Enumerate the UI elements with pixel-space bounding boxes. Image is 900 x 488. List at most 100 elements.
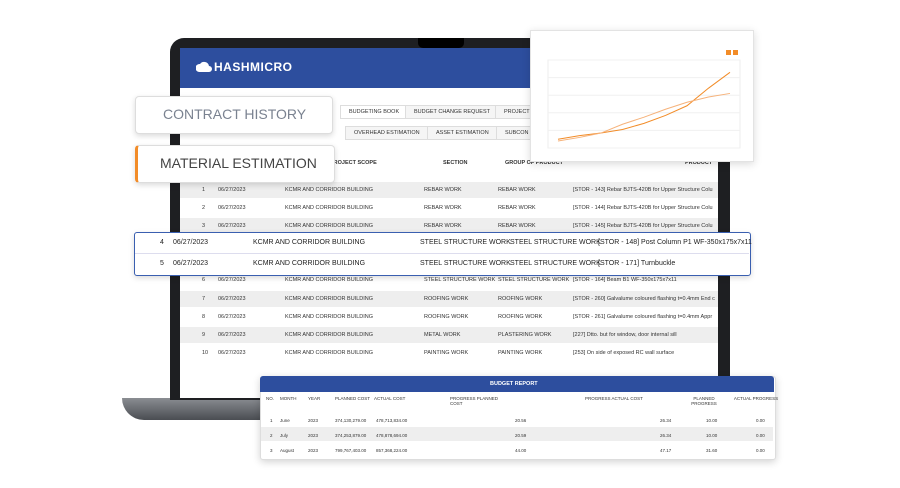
budget-cell: 478,878,694.00 [376,433,408,438]
table-cell: REBAR WORK [424,187,462,193]
table-cell: [STOR - 260] Galvalume coloured flashing… [573,296,715,302]
table-cell: 1 [202,187,206,193]
budget-column-header: PLANNED COST [335,396,371,401]
budget-cell: 20.59 [515,433,527,438]
highlighted-cell: 06/27/2023 [173,260,209,267]
tab: BUDGETING BOOK [340,105,409,119]
table-cell: [STOR - 164] Beam B1 WF-350x175x7x11 [573,277,677,283]
budget-column-header: NO. [266,396,275,401]
table-cell: KCMR AND CORRIDOR BUILDING [285,277,374,283]
highlighted-cell: [STOR - 171] Turnbuckle [598,260,676,267]
budget-cell: 20.56 [515,418,527,423]
tab: OVERHEAD ESTIMATION [345,126,429,140]
table-cell: KCMR AND CORRIDOR BUILDING [285,350,374,356]
budget-cell: 374,253,879.00 [335,433,367,438]
plot-frame [547,59,741,149]
budget-cell: 2023 [308,418,319,423]
row-background [180,327,718,343]
tab: ASSET ESTIMATION [427,126,498,140]
table-cell: [STOR - 261] Galvalume coloured flashing… [573,314,713,320]
highlighted-cell: STEEL STRUCTURE WORK [420,260,511,267]
table-cell: 06/27/2023 [218,205,246,211]
budget-title: BUDGET REPORT [490,381,538,387]
table-cell: 06/27/2023 [218,314,246,320]
column-header: GROUP OF PRODUCT [505,160,563,166]
budget-header [260,376,774,392]
table-cell: 3 [202,223,206,229]
budget-cell: 3 [270,448,273,453]
column-header: PROJECT SCOPE [330,160,377,166]
table-cell: REBAR WORK [498,205,536,211]
table-cell: ROOFING WORK [498,296,543,302]
table-cell: 7 [202,296,206,302]
budget-cell: 0.00 [756,448,765,453]
budget-column-header: ACTUAL COST [374,396,406,401]
budget-cell: August [280,448,295,453]
chart-line [557,92,731,142]
table-cell: PAINTING WORK [498,350,543,356]
table-cell: REBAR WORK [498,187,536,193]
table-cell: METAL WORK [424,332,461,338]
highlighted-cell: STEEL STRUCTURE WORK [510,260,601,267]
budget-cell: 10.00 [706,418,718,423]
table-cell: KCMR AND CORRIDOR BUILDING [285,205,374,211]
highlight-divider [135,253,749,254]
column-header: PRODUCT [685,160,713,166]
table-cell: 6 [202,277,206,283]
table-area: PROJECT SCOPE SECTION GROUP OF PRODUCT PROD… [180,150,718,362]
budget-cell: 44.00 [515,448,527,453]
highlighted-cell: STEEL STRUCTURE WORK [420,239,511,246]
table-cell: 06/27/2023 [218,187,246,193]
table-cell: 06/27/2023 [218,332,246,338]
budget-cell: 0.00 [756,433,765,438]
row-background [261,427,773,441]
table-cell: KCMR AND CORRIDOR BUILDING [285,332,374,338]
floating-label: MATERIAL ESTIMATION [160,155,317,171]
budget-cell: 2023 [308,448,319,453]
budget-column-header: PROGRESS PLANNED COST [450,396,499,406]
highlighted-cell: 06/27/2023 [173,239,209,246]
table-cell: 06/27/2023 [218,296,246,302]
table-cell: [253] On side of exposed RC wall surface [573,350,675,356]
table-cell: [STOR - 144] Rebar BJTS-420B for Upper S… [573,205,713,211]
column-header: SECTION [443,160,468,166]
table-cell: 06/27/2023 [218,350,246,356]
table-cell: KCMR AND CORRIDOR BUILDING [285,296,374,302]
budget-cell: 799,767,403.00 [335,448,367,453]
budget-column-header: YEAR [308,396,321,401]
chart-card [530,30,754,162]
budget-column-header: ACTUAL PROGRESS [733,396,779,401]
table-cell: [STOR - 145] Rebar BJTS-420B for Upper S… [573,223,713,229]
floating-label: CONTRACT HISTORY [163,106,307,122]
budget-cell: 0.00 [756,418,765,423]
table-cell: ROOFING WORK [424,314,469,320]
camera-notch [418,38,464,48]
table-cell: PAINTING WORK [424,350,469,356]
row-background [180,291,718,307]
highlighted-cell: 4 [160,239,164,246]
highlight-card [134,232,751,276]
budget-cell: 478,713,834.00 [376,418,408,423]
highlighted-cell: [STOR - 148] Post Column P1 WF-350x175x7… [598,239,752,246]
logo-icon [196,61,212,72]
table-cell: REBAR WORK [498,223,536,229]
table-cell: PLASTERING WORK [498,332,552,338]
table-cell: ROOFING WORK [498,314,543,320]
table-cell: REBAR WORK [424,223,462,229]
budget-cell: 2 [270,433,273,438]
chart-button [733,50,738,55]
brand: HASHMICRO [214,60,293,74]
highlighted-cell: KCMR AND CORRIDOR BUILDING [253,260,366,267]
card-material-estimation [135,145,335,183]
budget-column-header: MONTH [280,396,297,401]
row-background [180,218,718,234]
budget-cell: 26.34 [660,433,672,438]
budget-cell: July [280,433,289,438]
tab: BUDGET CHANGE REQUEST [405,105,499,119]
budget-cell: 374,130,279.00 [335,418,367,423]
mini-chart [547,50,741,149]
budget-cell: 857,368,224.00 [376,448,408,453]
budget-cell: 47.17 [660,448,672,453]
table-cell: [STOR - 143] Rebar BJTS-420B for Upper S… [573,187,713,193]
